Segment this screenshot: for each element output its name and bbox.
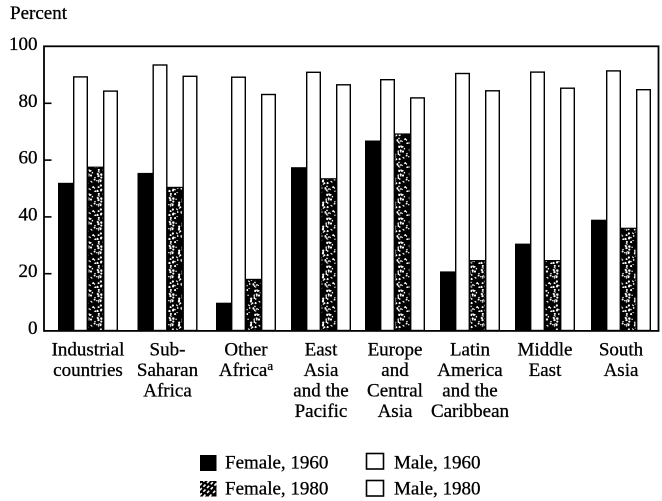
svg-text:100: 100	[9, 34, 38, 55]
svg-text:20: 20	[19, 261, 38, 282]
svg-text:Central: Central	[367, 381, 423, 402]
svg-text:Europe: Europe	[368, 340, 423, 361]
svg-text:Female, 1960: Female, 1960	[225, 453, 328, 474]
svg-text:countries: countries	[53, 360, 123, 381]
svg-text:Africa: Africa	[143, 381, 192, 402]
svg-text:Other: Other	[224, 340, 268, 361]
svg-text:Male, 1980: Male, 1980	[394, 479, 481, 500]
svg-text:Caribbean: Caribbean	[431, 401, 510, 422]
svg-text:America: America	[437, 360, 503, 381]
svg-text:Asia: Asia	[378, 401, 413, 422]
svg-text:Industrial: Industrial	[52, 340, 125, 361]
svg-text:Middle: Middle	[518, 340, 573, 361]
svg-text:Pacific: Pacific	[295, 401, 348, 422]
svg-text:Asia: Asia	[304, 360, 339, 381]
svg-text:Sub-: Sub-	[150, 340, 186, 361]
svg-text:and: and	[381, 360, 409, 381]
svg-text:South: South	[599, 340, 644, 361]
svg-text:East: East	[529, 360, 562, 381]
svg-text:80: 80	[19, 91, 38, 112]
svg-text:Female, 1980: Female, 1980	[225, 479, 328, 500]
svg-text:Saharan: Saharan	[137, 360, 199, 381]
svg-text:0: 0	[28, 318, 38, 339]
svg-text:40: 40	[19, 204, 38, 225]
svg-text:60: 60	[19, 148, 38, 169]
svg-text:Asia: Asia	[604, 360, 639, 381]
svg-text:Latin: Latin	[450, 340, 491, 361]
svg-text:Male, 1960: Male, 1960	[394, 453, 481, 474]
svg-text:and the: and the	[293, 381, 348, 402]
svg-text:Percent: Percent	[10, 3, 68, 24]
svg-text:East: East	[305, 340, 338, 361]
svg-text:and the: and the	[442, 381, 497, 402]
svg-text:Africaa: Africaa	[219, 358, 274, 381]
